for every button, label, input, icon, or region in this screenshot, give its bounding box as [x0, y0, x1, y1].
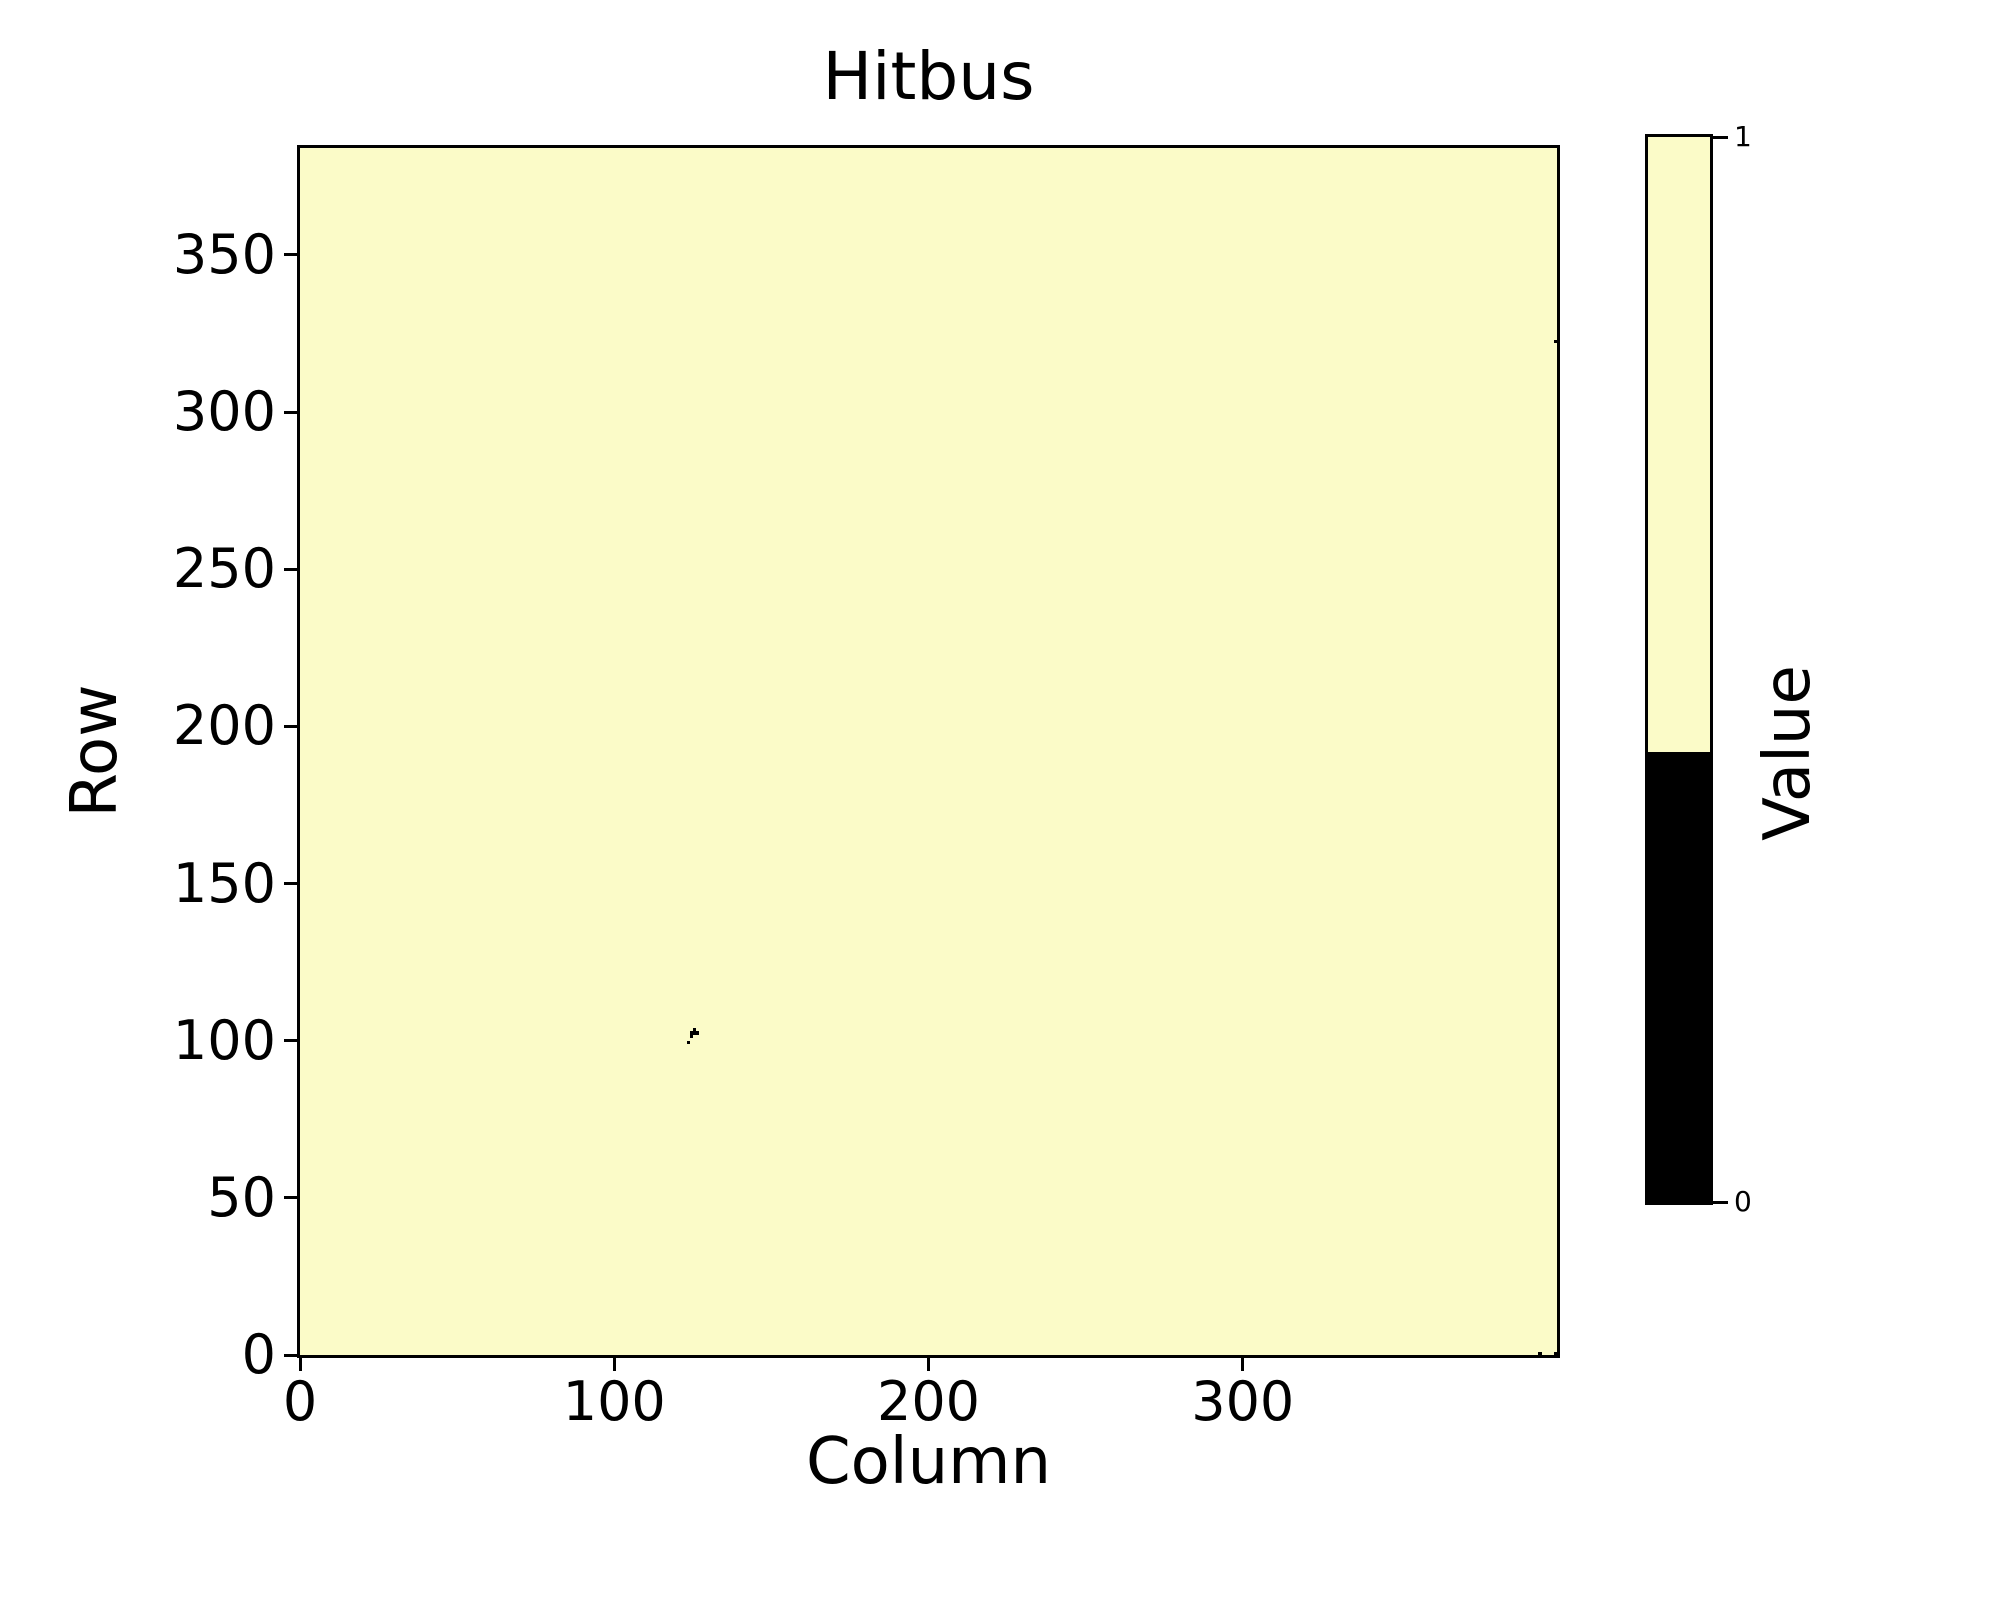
zero-pixel — [686, 1040, 691, 1045]
y-tick-mark — [284, 724, 300, 728]
colorbar-segment-value-1 — [1648, 137, 1710, 752]
x-tick-label: 100 — [562, 1370, 666, 1433]
x-tick-mark — [612, 1355, 616, 1371]
y-tick-label: 50 — [207, 1165, 276, 1229]
x-tick-mark — [927, 1355, 930, 1371]
y-tick-mark — [284, 567, 300, 571]
colorbar — [1645, 134, 1713, 1205]
y-tick-label: 100 — [172, 1008, 276, 1072]
zero-pixel — [689, 1034, 694, 1038]
y-tick-label: 200 — [172, 694, 276, 758]
chart-title: Hitbus — [822, 38, 1035, 115]
zero-pixel — [1553, 1351, 1558, 1356]
y-tick-label: 150 — [172, 851, 276, 915]
y-tick-label: 350 — [172, 222, 276, 286]
x-tick-label: 0 — [282, 1370, 318, 1433]
colorbar-segment-value-0 — [1648, 751, 1710, 1202]
colorbar-tick-top — [1710, 135, 1728, 139]
y-tick-label: 300 — [172, 380, 276, 444]
x-tick-mark — [298, 1355, 302, 1371]
y-axis-label: Row — [58, 684, 132, 818]
heatmap-canvas — [300, 148, 1557, 1355]
x-tick-label: 200 — [876, 1370, 981, 1433]
colorbar-tick-bottom — [1710, 1200, 1728, 1204]
y-tick-mark — [284, 1039, 300, 1043]
y-tick-mark — [284, 1353, 300, 1357]
zero-pixel — [692, 1028, 697, 1032]
zero-pixel — [692, 1031, 697, 1035]
y-tick-mark — [284, 882, 300, 886]
colorbar-tick-label-1: 1 — [1734, 120, 1752, 153]
y-tick-mark — [284, 1196, 300, 1200]
y-tick-label: 250 — [172, 537, 276, 601]
zero-pixel — [695, 1031, 700, 1035]
zero-pixel — [1538, 1351, 1542, 1356]
heatmap-plot — [297, 145, 1560, 1358]
colorbar-label: Value — [1751, 665, 1825, 841]
colorbar-tick-label-0: 0 — [1734, 1185, 1752, 1218]
x-tick-mark — [1241, 1355, 1245, 1371]
y-tick-mark — [284, 253, 300, 257]
x-axis-label: Column — [805, 1425, 1052, 1499]
x-tick-label: 300 — [1191, 1370, 1295, 1433]
y-tick-mark — [284, 410, 300, 414]
zero-pixel — [689, 1031, 694, 1035]
y-tick-label: 0 — [241, 1323, 276, 1386]
zero-pixel — [1553, 339, 1558, 344]
